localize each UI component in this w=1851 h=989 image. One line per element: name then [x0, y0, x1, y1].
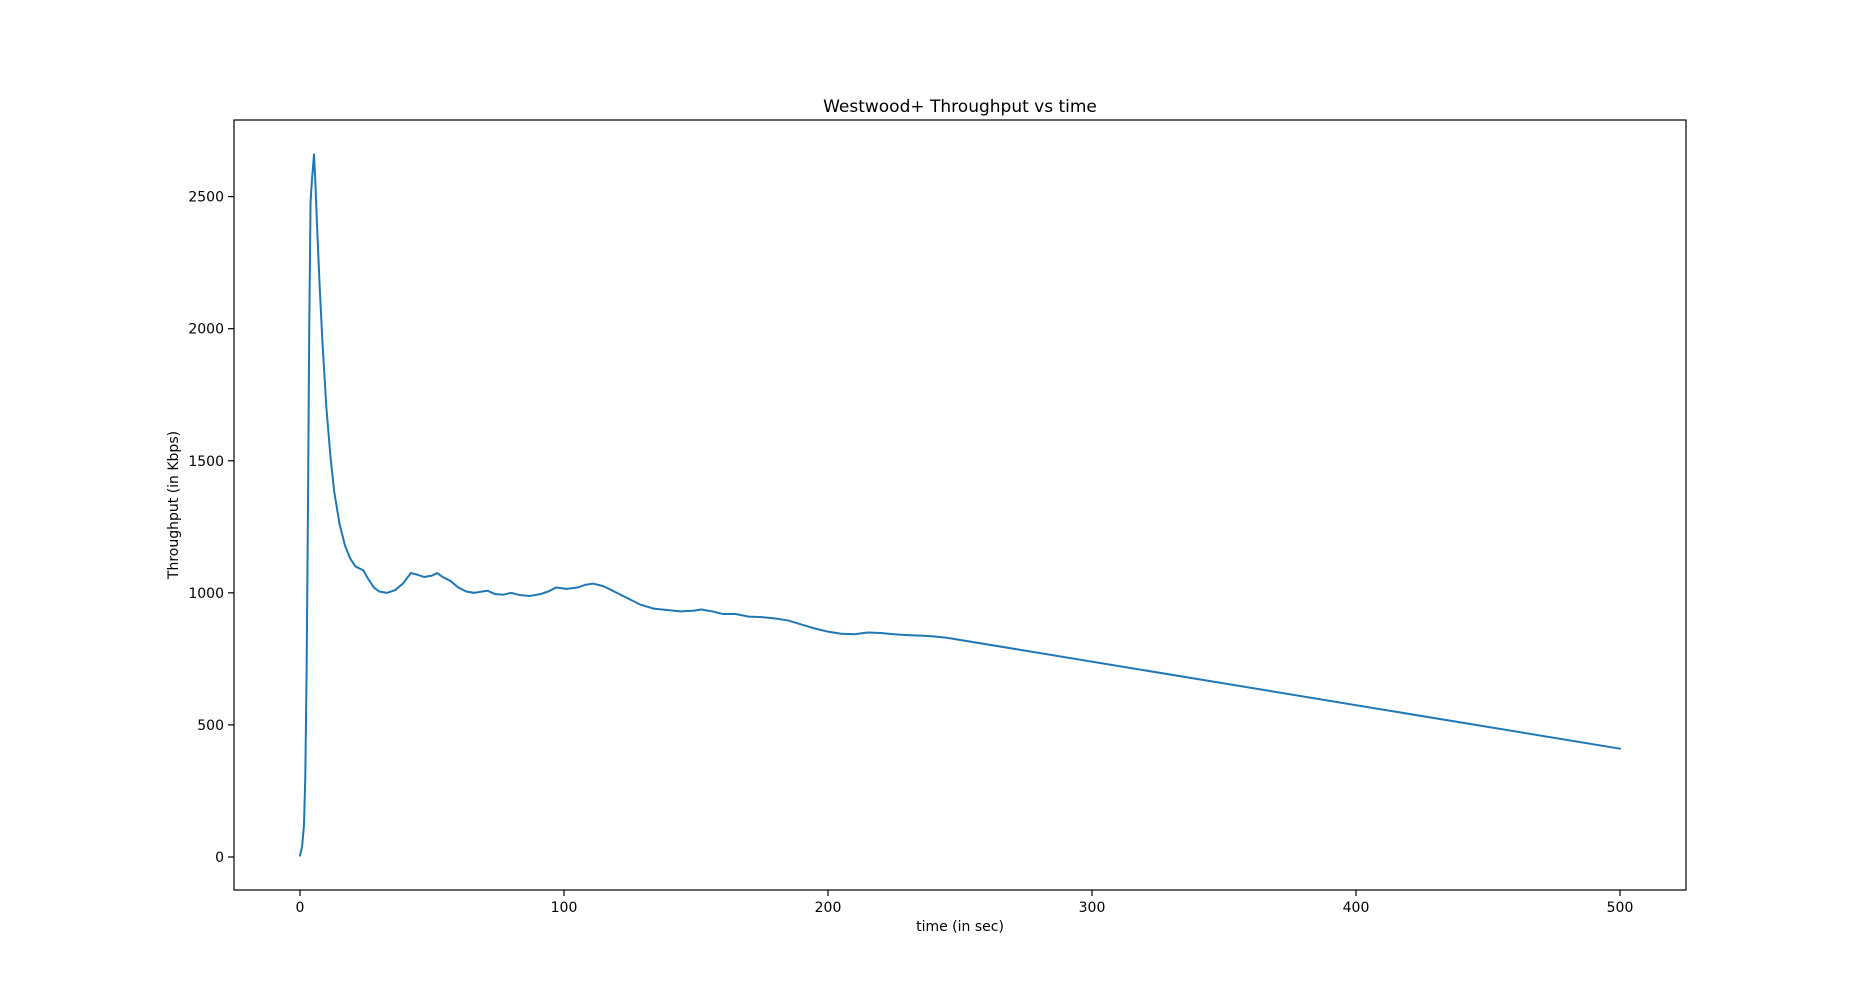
chart-title: Westwood+ Throughput vs time [823, 97, 1097, 117]
x-axis-label: time (in sec) [916, 919, 1004, 935]
x-tick-label: 400 [1343, 900, 1370, 916]
plot-area [234, 120, 1686, 890]
y-tick-label: 2000 [188, 322, 224, 338]
y-tick-label: 1000 [188, 586, 224, 602]
y-axis-label: Throughput (in Kbps) [166, 431, 182, 580]
y-tick-label: 0 [215, 850, 224, 866]
plot-frame [233, 119, 1687, 891]
y-tick-label: 2500 [188, 190, 224, 206]
x-tick-label: 0 [296, 900, 305, 916]
x-axis: 0 100 200 300 400 500 [296, 890, 1634, 916]
y-axis: 0 500 1000 1500 2000 2500 [188, 190, 234, 866]
x-tick-label: 200 [815, 900, 842, 916]
x-tick-label: 300 [1079, 900, 1106, 916]
x-tick-label: 500 [1607, 900, 1634, 916]
y-tick-label: 500 [197, 718, 224, 734]
series-layer [299, 153, 1621, 857]
x-tick-label: 100 [551, 900, 578, 916]
y-tick-label: 1500 [188, 454, 224, 470]
series-line-0 [299, 153, 1621, 857]
